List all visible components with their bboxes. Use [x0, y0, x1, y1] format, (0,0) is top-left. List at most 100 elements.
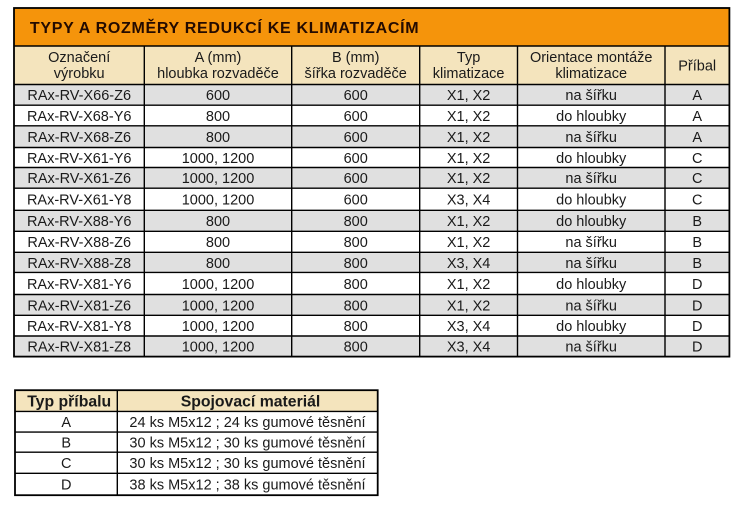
svg-text:RAx-RV-X88-Z8: RAx-RV-X88-Z8	[27, 256, 131, 272]
svg-text:X1, X2: X1, X2	[447, 88, 491, 104]
svg-text:Typ: Typ	[457, 50, 480, 66]
svg-text:X1, X2: X1, X2	[447, 130, 491, 146]
svg-text:D: D	[692, 277, 702, 293]
svg-text:šířka rozvaděče: šířka rozvaděče	[305, 66, 407, 82]
svg-text:Orientace montáže: Orientace montáže	[530, 50, 653, 66]
svg-text:800: 800	[344, 214, 368, 230]
svg-text:na šířku: na šířku	[565, 340, 617, 356]
svg-text:1000, 1200: 1000, 1200	[182, 193, 255, 209]
svg-text:C: C	[692, 193, 702, 209]
svg-text:B: B	[692, 214, 702, 230]
svg-text:RAx-RV-X61-Y6: RAx-RV-X61-Y6	[27, 151, 132, 167]
svg-text:X1, X2: X1, X2	[447, 235, 491, 251]
svg-text:800: 800	[206, 256, 230, 272]
svg-text:D: D	[692, 319, 702, 335]
svg-text:B: B	[61, 436, 71, 452]
svg-text:do hloubky: do hloubky	[556, 319, 627, 335]
svg-text:1000, 1200: 1000, 1200	[182, 298, 255, 314]
svg-text:600: 600	[344, 88, 368, 104]
svg-text:X3, X4: X3, X4	[447, 340, 491, 356]
svg-text:do hloubky: do hloubky	[556, 193, 627, 209]
svg-text:RAx-RV-X68-Z6: RAx-RV-X68-Z6	[27, 130, 131, 146]
svg-text:do hloubky: do hloubky	[556, 214, 627, 230]
svg-text:800: 800	[206, 130, 230, 146]
svg-text:do hloubky: do hloubky	[556, 109, 627, 125]
svg-text:C: C	[692, 151, 702, 167]
svg-text:do hloubky: do hloubky	[556, 277, 627, 293]
svg-text:výrobku: výrobku	[54, 66, 105, 82]
svg-text:X1, X2: X1, X2	[447, 298, 491, 314]
svg-text:24 ks M5x12 ; 24 ks gumové těs: 24 ks M5x12 ; 24 ks gumové těsnění	[129, 415, 365, 431]
svg-text:hloubka rozvaděče: hloubka rozvaděče	[157, 66, 279, 82]
svg-text:na šířku: na šířku	[565, 298, 617, 314]
svg-text:800: 800	[206, 235, 230, 251]
svg-text:38 ks M5x12 ; 38 ks gumové těs: 38 ks M5x12 ; 38 ks gumové těsnění	[129, 478, 365, 494]
svg-text:B: B	[692, 256, 702, 272]
svg-text:B: B	[692, 235, 702, 251]
svg-text:na šířku: na šířku	[565, 235, 617, 251]
svg-text:na šířku: na šířku	[565, 88, 617, 104]
svg-text:RAx-RV-X88-Y6: RAx-RV-X88-Y6	[27, 214, 132, 230]
svg-text:600: 600	[344, 193, 368, 209]
svg-text:X3, X4: X3, X4	[447, 256, 491, 272]
svg-text:klimatizace: klimatizace	[433, 66, 505, 82]
svg-text:800: 800	[206, 214, 230, 230]
svg-text:D: D	[692, 340, 702, 356]
svg-text:na šířku: na šířku	[565, 130, 617, 146]
svg-text:1000, 1200: 1000, 1200	[182, 319, 255, 335]
svg-text:na šířku: na šířku	[565, 171, 617, 187]
svg-text:30 ks M5x12 ; 30 ks gumové těs: 30 ks M5x12 ; 30 ks gumové těsnění	[129, 436, 365, 452]
svg-text:X1, X2: X1, X2	[447, 151, 491, 167]
svg-text:RAx-RV-X88-Z6: RAx-RV-X88-Z6	[27, 235, 131, 251]
svg-text:RAx-RV-X68-Y6: RAx-RV-X68-Y6	[27, 109, 132, 125]
svg-text:1000, 1200: 1000, 1200	[182, 171, 255, 187]
svg-text:800: 800	[344, 340, 368, 356]
svg-text:X1, X2: X1, X2	[447, 214, 491, 230]
svg-text:30 ks M5x12 ; 30 ks gumové těs: 30 ks M5x12 ; 30 ks gumové těsnění	[129, 456, 365, 472]
svg-text:RAx-RV-X66-Z6: RAx-RV-X66-Z6	[27, 88, 131, 104]
svg-text:D: D	[61, 478, 71, 494]
svg-text:TYPY A ROZMĚRY REDUKCÍ KE KLIM: TYPY A ROZMĚRY REDUKCÍ KE KLIMATIZACÍM	[30, 18, 419, 37]
svg-text:600: 600	[206, 88, 230, 104]
svg-text:600: 600	[344, 151, 368, 167]
svg-text:1000, 1200: 1000, 1200	[182, 277, 255, 293]
svg-text:A: A	[692, 88, 702, 104]
svg-text:800: 800	[344, 319, 368, 335]
svg-text:RAx-RV-X81-Z6: RAx-RV-X81-Z6	[27, 298, 131, 314]
svg-text:800: 800	[344, 277, 368, 293]
svg-text:RAx-RV-X61-Z6: RAx-RV-X61-Z6	[27, 171, 131, 187]
svg-text:Typ příbalu: Typ příbalu	[27, 393, 111, 410]
svg-text:800: 800	[344, 235, 368, 251]
svg-text:600: 600	[344, 109, 368, 125]
svg-text:1000, 1200: 1000, 1200	[182, 151, 255, 167]
svg-text:RAx-RV-X61-Y8: RAx-RV-X61-Y8	[27, 193, 132, 209]
svg-text:800: 800	[344, 298, 368, 314]
svg-text:X3, X4: X3, X4	[447, 319, 491, 335]
svg-text:A (mm): A (mm)	[195, 50, 242, 66]
svg-text:A: A	[61, 415, 71, 431]
svg-text:X1, X2: X1, X2	[447, 277, 491, 293]
svg-text:do hloubky: do hloubky	[556, 151, 627, 167]
svg-text:600: 600	[344, 171, 368, 187]
svg-text:Označení: Označení	[48, 50, 110, 66]
svg-text:B (mm): B (mm)	[332, 50, 380, 66]
svg-text:X1, X2: X1, X2	[447, 109, 491, 125]
svg-text:C: C	[61, 456, 71, 472]
svg-text:D: D	[692, 298, 702, 314]
svg-text:Spojovací materiál: Spojovací materiál	[181, 393, 321, 410]
svg-text:600: 600	[344, 130, 368, 146]
svg-text:RAx-RV-X81-Y6: RAx-RV-X81-Y6	[27, 277, 132, 293]
svg-text:X3, X4: X3, X4	[447, 193, 491, 209]
svg-text:RAx-RV-X81-Z8: RAx-RV-X81-Z8	[27, 340, 131, 356]
svg-text:1000, 1200: 1000, 1200	[182, 340, 255, 356]
svg-text:klimatizace: klimatizace	[555, 66, 627, 82]
svg-text:A: A	[692, 130, 702, 146]
svg-text:na šířku: na šířku	[565, 256, 617, 272]
svg-text:X1, X2: X1, X2	[447, 171, 491, 187]
svg-text:C: C	[692, 171, 702, 187]
svg-text:A: A	[692, 109, 702, 125]
svg-text:RAx-RV-X81-Y8: RAx-RV-X81-Y8	[27, 319, 132, 335]
svg-text:800: 800	[344, 256, 368, 272]
svg-text:Příbal: Příbal	[678, 59, 716, 75]
svg-text:800: 800	[206, 109, 230, 125]
